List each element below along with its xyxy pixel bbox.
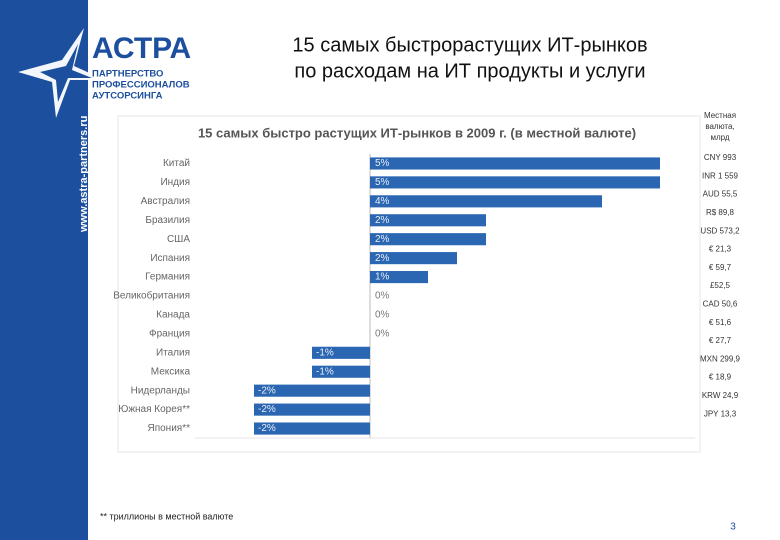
local-currency-header: валюта, [705, 122, 734, 131]
local-currency-header: Местная [704, 111, 736, 120]
data-label: 4% [375, 196, 390, 207]
y-tick-label: США [167, 234, 190, 245]
bar [312, 365, 370, 378]
bar [312, 346, 370, 359]
logo-line: ПАРТНЕРСТВО [92, 69, 163, 80]
bar [370, 252, 457, 265]
local-currency-value: MXN 299,9 [700, 354, 741, 363]
y-tick-label: Индия [160, 177, 190, 188]
bar [370, 195, 602, 208]
data-label: 5% [375, 158, 390, 169]
data-label: 2% [375, 253, 390, 264]
y-tick-label: Великобритания [113, 290, 190, 302]
data-label: -1% [316, 366, 334, 377]
y-tick-label: Германия [145, 272, 190, 283]
local-currency-value: INR 1 559 [702, 171, 739, 180]
y-tick-label: Франция [149, 329, 190, 340]
y-tick-label: Китай [163, 158, 190, 169]
y-tick-label: Мексика [151, 366, 191, 377]
local-currency-value: € 27,7 [709, 336, 732, 345]
bar [254, 403, 370, 416]
logo-line: ПРОФЕССИОНАЛОВ [92, 80, 190, 91]
y-tick-label: Австралия [141, 196, 190, 207]
y-tick-label: Испания [150, 253, 190, 264]
bar [370, 214, 486, 227]
chart-frame [117, 115, 701, 453]
side-band [0, 0, 88, 540]
slide-title: по расходам на ИТ продукты и услуги [294, 60, 645, 82]
data-label: -1% [316, 347, 334, 358]
local-currency-value: R$ 89,8 [706, 208, 735, 217]
local-currency-value: JPY 13,3 [704, 409, 737, 418]
local-currency-header: млрд [710, 133, 729, 142]
y-tick-label: Япония** [147, 423, 190, 434]
bar [370, 157, 660, 170]
data-label: 2% [375, 215, 390, 226]
page-number: 3 [730, 522, 736, 533]
local-currency-value: € 18,9 [709, 373, 732, 382]
local-currency-value: CNY 993 [704, 153, 737, 162]
bar [254, 422, 370, 435]
local-currency-value: AUD 55,5 [703, 190, 738, 199]
y-tick-label: Италия [156, 347, 190, 358]
local-currency-value: € 21,3 [709, 245, 732, 254]
y-tick-label: Канада [156, 310, 190, 321]
logo-name: АСТРА [92, 32, 191, 65]
footnote: ** триллионы в местной валюте [100, 511, 233, 521]
bar [254, 384, 370, 397]
data-label: -2% [258, 404, 276, 415]
slide-title: 15 самых быстрорастущих ИТ-рынков [292, 34, 647, 56]
chart-title: 15 самых быстро растущих ИТ-рынков в 200… [198, 125, 636, 140]
local-currency-value: CAD 50,6 [703, 300, 738, 309]
data-label: -2% [258, 423, 276, 434]
y-tick-label: Бразилия [145, 215, 190, 226]
bar [370, 176, 660, 189]
site-url: www.astra-partners.ru [78, 116, 90, 233]
data-label: 2% [375, 234, 390, 245]
data-label: 5% [375, 177, 390, 188]
logo-star-inner [40, 44, 92, 102]
data-label: -2% [258, 385, 276, 396]
header-bg [88, 0, 780, 112]
data-label: 0% [375, 310, 390, 321]
local-currency-value: KRW 24,9 [702, 391, 739, 400]
bar [370, 233, 486, 246]
local-currency-value: € 59,7 [709, 263, 732, 272]
y-tick-label: Южная Корея** [118, 404, 190, 415]
local-currency-value: € 51,6 [709, 318, 732, 327]
data-label: 0% [375, 291, 390, 302]
local-currency-value: USD 573,2 [700, 226, 740, 235]
logo-line: АУТСОРСИНГА [92, 91, 163, 102]
data-label: 0% [375, 329, 390, 340]
bar [370, 271, 428, 284]
local-currency-value: £52,5 [710, 281, 731, 290]
data-label: 1% [375, 272, 390, 283]
y-tick-label: Нидерланды [131, 385, 190, 396]
